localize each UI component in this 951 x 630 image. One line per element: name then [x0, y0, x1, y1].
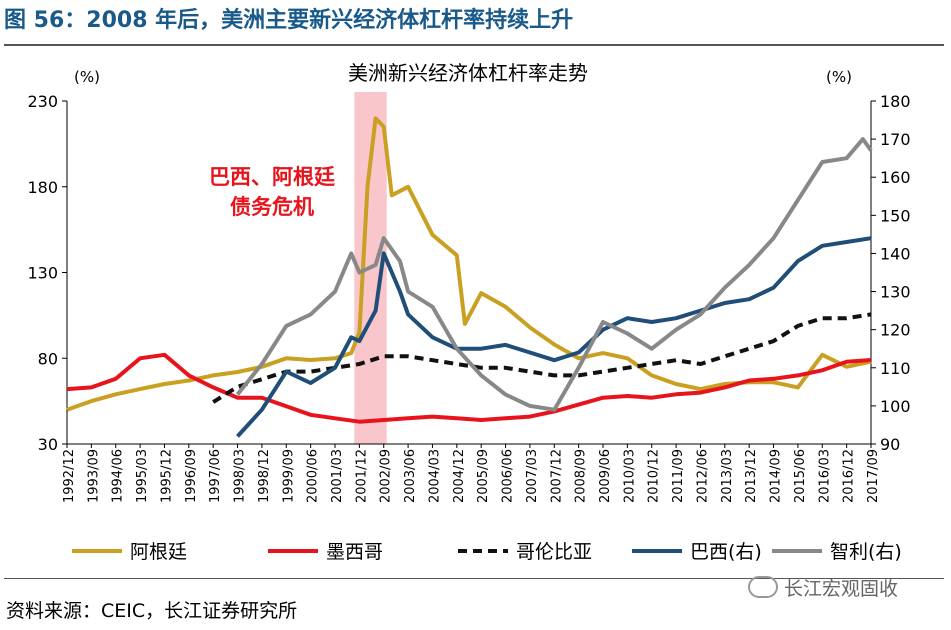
x-axis-tick-label: 2003/06 [403, 449, 418, 503]
watermark: 长江宏观固收 [748, 574, 898, 601]
x-axis-tick-label: 2013/03 [720, 449, 735, 503]
figure-title: 图 56：2008 年后，美洲主要新兴经济体杠杆率持续上升 [4, 8, 574, 33]
left-axis-tick-label: 180 [27, 178, 58, 197]
x-axis-tick-label: 1992/12 [62, 449, 77, 503]
right-axis-tick-label: 100 [880, 397, 911, 416]
left-axis-tick-label: 230 [27, 92, 58, 111]
x-axis-tick-label: 1996/09 [184, 449, 199, 503]
x-axis-tick-label: 1995/12 [159, 449, 174, 503]
x-axis-tick-label: 2008/09 [574, 449, 589, 503]
series-line-1 [66, 352, 872, 424]
series-line-3 [236, 236, 872, 438]
legend-label-2: 哥伦比亚 [516, 541, 592, 563]
x-axis-tick-label: 2000/06 [306, 449, 321, 503]
axes-layer: 30 80 130 180 230 90 100 110 120 130 140 150 160 170 1… [27, 61, 910, 503]
legend-label-1: 墨西哥 [326, 541, 383, 563]
legend-label-4: 智利(右) [830, 541, 902, 563]
legend-label-0: 阿根廷 [130, 541, 187, 563]
x-axis-tick-label: 1998/12 [257, 449, 272, 503]
line-chart: 30 80 130 180 230 90 100 110 120 130 140 150 160 170 1… [27, 61, 910, 563]
x-axis-tick-label: 1993/09 [86, 449, 101, 503]
x-axis-tick-label: 2011/09 [671, 449, 686, 503]
x-axis-tick-label: 1998/03 [233, 449, 248, 503]
x-axis-tick-label: 2013/12 [744, 449, 759, 503]
x-axis-tick-label: 2004/12 [452, 449, 467, 503]
x-axis-tick-label: 2006/06 [501, 449, 516, 503]
chart-title: 美洲新兴经济体杠杆率走势 [348, 61, 588, 85]
title-divider [4, 44, 944, 46]
x-axis-tick-label: 2001/03 [330, 449, 345, 503]
series-line-2 [212, 312, 872, 404]
watermark-text: 长江宏观固收 [784, 578, 899, 600]
right-axis-tick-label: 150 [880, 206, 911, 225]
x-axis-tick-label: 2014/09 [769, 449, 784, 503]
x-axis-tick-label: 2004/03 [427, 449, 442, 503]
footer-divider [4, 578, 944, 579]
left-axis-unit: (%) [74, 68, 100, 86]
left-axis-tick-label: 30 [38, 435, 58, 454]
x-axis-tick-label: 2010/12 [647, 449, 662, 503]
x-axis-tick-label: 1995/03 [135, 449, 150, 503]
x-axis-tick-label: 2001/12 [354, 449, 369, 503]
right-axis-tick-label: 140 [880, 244, 911, 263]
x-axis-tick-label: 2015/06 [793, 449, 808, 503]
left-axis-tick-label: 80 [38, 349, 58, 368]
annotation-line-2: 债务危机 [230, 195, 314, 219]
series-line-4 [235, 137, 873, 412]
left-axis-tick-label: 130 [27, 264, 58, 283]
x-axis-tick-label: 2016/12 [842, 449, 857, 503]
series-line-0 [66, 116, 872, 412]
annotation-line-1: 巴西、阿根廷 [209, 165, 336, 189]
x-axis-tick-label: 2012/06 [695, 449, 710, 503]
right-axis-tick-label: 180 [880, 92, 911, 111]
legend-label-3: 巴西(右) [690, 541, 762, 563]
right-axis-unit: (%) [826, 68, 852, 86]
x-axis-tick-label: 2017/09 [866, 449, 881, 503]
series-layer [66, 116, 873, 438]
x-axis-tick-label: 1999/09 [281, 449, 296, 503]
right-axis-tick-label: 120 [880, 321, 911, 340]
x-axis-tick-label: 2009/06 [598, 449, 613, 503]
right-axis-tick-label: 130 [880, 283, 911, 302]
right-axis-tick-label: 160 [880, 168, 911, 187]
right-axis-tick-label: 110 [880, 359, 911, 378]
wechat-icon [748, 576, 778, 598]
x-axis-tick-label: 2010/03 [622, 449, 637, 503]
x-axis-tick-label: 2016/03 [817, 449, 832, 503]
x-axis-tick-label: 2002/09 [379, 449, 394, 503]
right-axis-tick-label: 170 [880, 130, 911, 149]
right-axis-tick-label: 90 [880, 435, 900, 454]
source-note: 资料来源：CEIC，长江证券研究所 [6, 600, 298, 622]
x-axis-tick-label: 2007/12 [549, 449, 564, 503]
x-axis-tick-label: 2007/03 [525, 449, 540, 503]
x-axis-tick-label: 2005/09 [476, 449, 491, 503]
x-axis-tick-label: 1997/06 [208, 449, 223, 503]
x-axis-tick-label: 1994/06 [111, 449, 126, 503]
